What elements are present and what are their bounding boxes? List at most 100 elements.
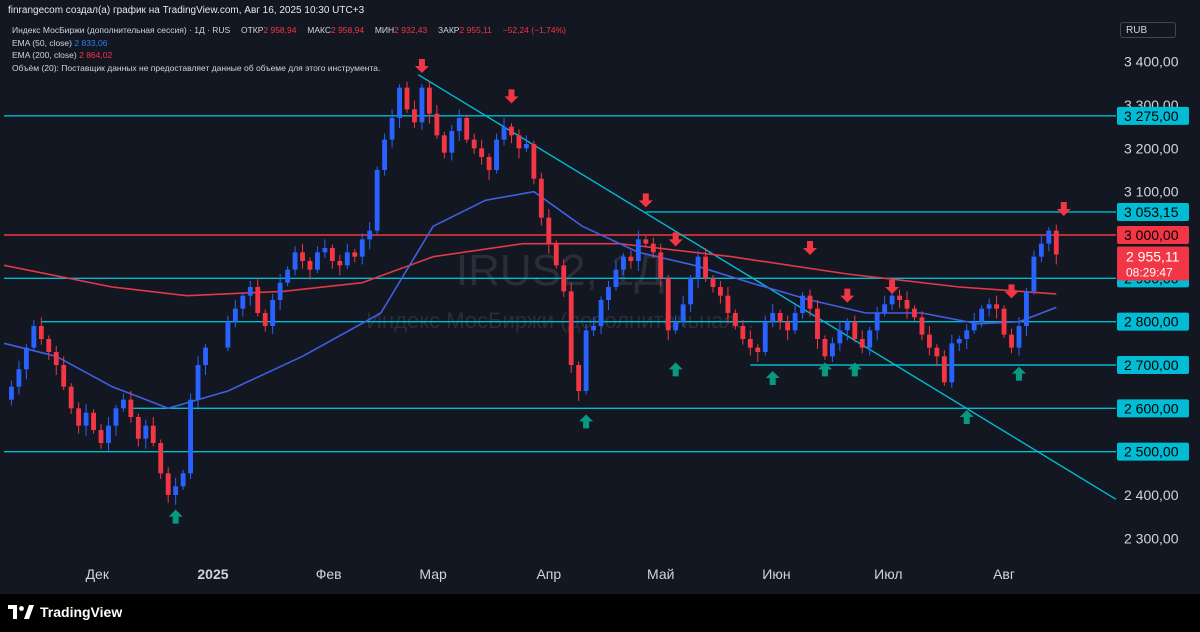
candle-body — [919, 317, 925, 335]
chart-panel[interactable]: IRUS2, 1Д Индекс МосБиржи (дополнительная… — [0, 0, 1200, 594]
buy-arrow-icon — [847, 362, 862, 377]
candle-body — [703, 256, 708, 279]
ema50-label: EMA (50, close) — [12, 37, 72, 48]
candle — [665, 274, 671, 341]
candle — [964, 324, 970, 349]
candle — [673, 315, 679, 334]
candle — [412, 100, 417, 128]
level-badge-label: 2 800,00 — [1124, 314, 1179, 330]
candle — [449, 124, 455, 161]
candle — [1001, 305, 1007, 339]
candle — [352, 248, 358, 263]
volume-note: Объём (20): Поставщик данных не предоста… — [12, 62, 381, 73]
candle-body — [926, 334, 932, 348]
candle — [322, 239, 328, 258]
symbol-row[interactable]: Индекс МосБиржи (дополнительная сессия) … — [12, 24, 566, 37]
candle — [1046, 227, 1052, 252]
candle-body — [523, 144, 529, 149]
candle — [897, 289, 902, 308]
candle-body — [120, 399, 126, 409]
buy-arrow-icon — [959, 410, 974, 424]
candle — [867, 326, 873, 356]
candle-body — [479, 148, 485, 157]
candle-body — [621, 256, 626, 270]
candle-body — [471, 139, 477, 149]
candle — [635, 230, 641, 271]
currency-selector[interactable]: RUB — [1120, 22, 1176, 38]
sell-arrow-icon — [1004, 284, 1019, 299]
x-tick-label: Май — [647, 566, 674, 582]
candle-body — [732, 313, 738, 326]
candle-body — [785, 321, 791, 331]
x-tick-label: Июл — [874, 566, 902, 582]
candle-body — [941, 356, 947, 383]
candle — [195, 356, 201, 408]
level-badge-label: 2 500,00 — [1124, 444, 1179, 460]
candle-body — [680, 304, 686, 322]
y-tick-label: 3 100,00 — [1124, 184, 1179, 200]
candle — [337, 254, 343, 276]
candle-body — [397, 87, 402, 118]
candle — [516, 129, 522, 159]
candle-body — [494, 139, 499, 170]
candle-body — [591, 326, 597, 331]
candle — [561, 259, 567, 297]
candle-body — [285, 269, 291, 283]
candle — [1031, 250, 1037, 295]
candle-body — [1053, 230, 1059, 255]
candle-body — [307, 261, 313, 270]
candle-body — [143, 425, 149, 439]
candle — [568, 282, 574, 373]
candle — [382, 133, 388, 176]
volume-row[interactable]: Объём (20): Поставщик данных не предоста… — [12, 62, 566, 75]
candle — [583, 324, 589, 395]
candle — [621, 253, 626, 276]
candle — [815, 300, 820, 349]
candle — [173, 477, 179, 505]
candle — [120, 393, 126, 412]
candle — [680, 295, 686, 328]
candle — [262, 309, 268, 332]
candle — [76, 402, 82, 434]
sell-arrow-icon — [668, 232, 683, 247]
price-chart[interactable]: IRUS2, 1Д Индекс МосБиржи (дополнительная… — [0, 0, 1200, 594]
ema200-row[interactable]: EMA (200, close) 2 864,02 — [12, 49, 566, 62]
candle — [255, 278, 261, 317]
candle-body — [650, 243, 656, 253]
candle-body — [344, 252, 350, 266]
tradingview-brand[interactable]: TradingView — [8, 604, 122, 620]
buy-arrow-icon — [168, 509, 183, 524]
candle-body — [688, 278, 694, 305]
candle-body — [38, 326, 44, 339]
close-label: ЗАКР — [438, 25, 460, 35]
candle-body — [247, 287, 253, 296]
candle — [576, 361, 582, 401]
candle-body — [568, 291, 574, 365]
candle — [143, 419, 149, 449]
candle-body — [531, 144, 537, 179]
candle-body — [128, 399, 134, 417]
candle-body — [389, 118, 395, 140]
close-value: 2 955,11 — [459, 25, 492, 35]
candle-body — [635, 239, 641, 261]
level-badge: 3 000,00 — [1117, 226, 1189, 244]
candle-body — [1009, 334, 1014, 348]
candle — [128, 391, 134, 423]
candle — [98, 423, 104, 449]
candle-body — [815, 308, 820, 339]
candle — [859, 330, 865, 354]
candle — [367, 222, 373, 250]
candle — [688, 274, 694, 313]
candle — [16, 360, 22, 395]
candle — [755, 344, 761, 362]
candle — [919, 311, 925, 341]
candle — [725, 287, 731, 323]
candle — [46, 335, 52, 360]
candle — [658, 243, 664, 287]
ema50-row[interactable]: EMA (50, close) 2 833,06 — [12, 37, 566, 50]
candle — [740, 319, 746, 345]
candle — [882, 295, 888, 317]
candle-body — [61, 365, 67, 387]
tradingview-logo-icon — [8, 605, 34, 619]
